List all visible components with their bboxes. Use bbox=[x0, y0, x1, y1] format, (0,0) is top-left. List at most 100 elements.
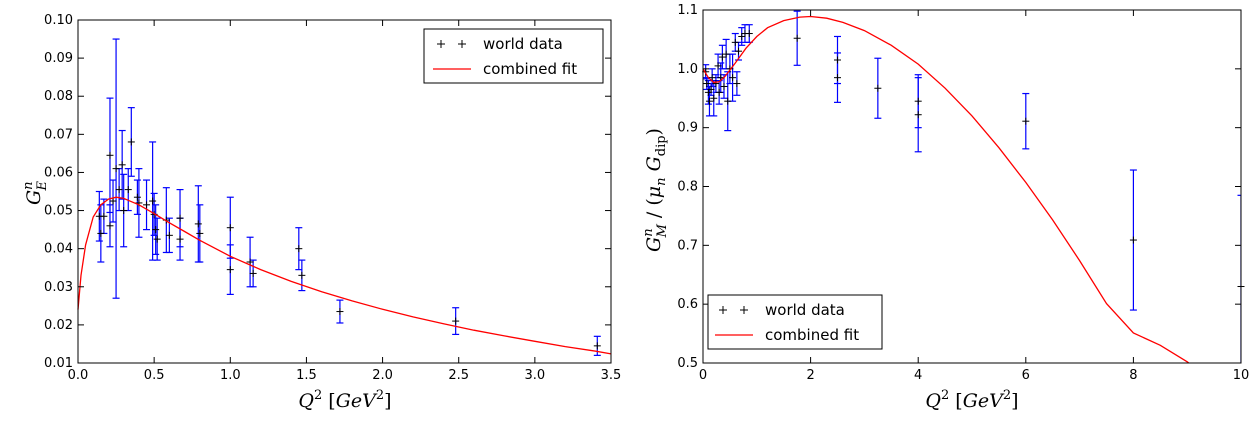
svg-text:GnE: GnE bbox=[21, 180, 50, 205]
l-data-point bbox=[194, 220, 202, 228]
l-xtick-label: 1.0 bbox=[220, 368, 241, 383]
r-data-point bbox=[707, 85, 715, 93]
right-x-axis-label: Q2 [GeV2] bbox=[925, 388, 1018, 412]
l-ytick-label: 0.03 bbox=[44, 280, 73, 295]
r-xtick-label: 2 bbox=[806, 368, 814, 383]
l-xtick-label: 2.5 bbox=[448, 368, 469, 383]
left-legend-box bbox=[423, 28, 604, 84]
r-data-point bbox=[793, 34, 801, 42]
left-fit-line bbox=[77, 196, 612, 355]
left-legend-label-fit: combined fit bbox=[483, 60, 577, 78]
r-data-point bbox=[722, 50, 730, 58]
l-data-point bbox=[152, 226, 160, 234]
r-errorbar bbox=[1237, 194, 1241, 363]
r-xtick-label: 8 bbox=[1129, 368, 1137, 383]
r-xtick-label: 0 bbox=[699, 368, 707, 383]
r-ytick-label: 0.8 bbox=[677, 180, 698, 195]
right-legend-box bbox=[707, 294, 883, 350]
l-ytick-label: 0.04 bbox=[44, 242, 73, 257]
l-data-point bbox=[143, 201, 151, 209]
left-plot-frame bbox=[77, 19, 612, 364]
left-data-markers bbox=[95, 138, 601, 350]
l-data-point bbox=[109, 197, 117, 205]
r-data-point bbox=[914, 111, 922, 119]
l-data-point bbox=[452, 317, 460, 325]
right-legend-label-data: world data bbox=[765, 301, 845, 319]
l-xtick-label: 3.0 bbox=[525, 368, 546, 383]
left-legend-label-data: world data bbox=[483, 35, 563, 53]
l-data-point bbox=[249, 269, 257, 277]
r-data-point bbox=[1022, 117, 1030, 125]
r-ytick-label: 0.9 bbox=[677, 121, 698, 136]
l-data-point bbox=[196, 229, 204, 237]
l-data-point bbox=[165, 231, 173, 239]
r-data-point bbox=[733, 80, 741, 88]
r-data-point bbox=[708, 74, 716, 82]
r-xtick-label: 10 bbox=[1233, 368, 1250, 383]
l-xtick-label: 0.0 bbox=[68, 368, 89, 383]
l-data-point bbox=[226, 224, 234, 232]
l-data-point bbox=[226, 266, 234, 274]
r-data-point bbox=[715, 88, 723, 96]
l-ytick-label: 0.02 bbox=[44, 318, 73, 333]
r-ytick-label: 0.7 bbox=[677, 238, 698, 253]
r-data-point bbox=[703, 80, 711, 88]
l-ytick-label: 0.06 bbox=[44, 165, 73, 180]
right-fit-line bbox=[703, 15, 1190, 363]
l-data-point bbox=[118, 161, 126, 169]
l-data-point bbox=[176, 214, 184, 222]
l-data-point bbox=[295, 245, 303, 253]
r-data-point bbox=[729, 74, 737, 82]
left-legend: world data combined fit bbox=[423, 28, 604, 84]
r-data-point bbox=[726, 65, 734, 73]
r-data-point bbox=[712, 80, 720, 88]
r-data-point bbox=[731, 38, 739, 46]
right-data-markers bbox=[702, 30, 1245, 291]
r-ytick-label: 1.0 bbox=[677, 62, 698, 77]
r-data-point bbox=[705, 97, 713, 105]
l-xtick-label: 0.5 bbox=[144, 368, 165, 383]
l-data-point bbox=[176, 235, 184, 243]
l-data-point bbox=[106, 151, 114, 159]
l-data-point bbox=[127, 138, 135, 146]
right-legend: world data combined fit bbox=[707, 294, 883, 350]
l-data-point bbox=[97, 229, 105, 237]
left-chart: 0.0 0.5 1.0 1.5 2.0 2.5 3.0 3.5 0.01 0.02 0.03 0.04… bbox=[21, 13, 621, 412]
l-data-point bbox=[298, 271, 306, 279]
r-ytick-label: 1.1 bbox=[677, 3, 698, 18]
r-ytick-label: 0.6 bbox=[677, 297, 698, 312]
left-x-axis-label: Q2 [GeV2] bbox=[298, 388, 391, 412]
l-data-point bbox=[149, 197, 157, 205]
left-legend-marker-icon bbox=[437, 40, 466, 48]
l-data-point bbox=[124, 186, 132, 194]
r-data-point bbox=[738, 32, 746, 40]
r-data-point bbox=[1129, 236, 1137, 244]
l-ytick-label: 0.10 bbox=[44, 13, 73, 28]
r-data-point bbox=[710, 94, 718, 102]
r-data-point bbox=[874, 84, 882, 92]
r-data-point bbox=[914, 97, 922, 105]
l-data-point bbox=[115, 186, 123, 194]
l-data-point bbox=[120, 207, 128, 215]
l-ytick-label: 0.05 bbox=[44, 204, 73, 219]
l-data-point bbox=[112, 165, 120, 173]
r-xtick-label: 6 bbox=[1022, 368, 1030, 383]
r-ytick-label: 0.5 bbox=[677, 356, 698, 371]
svg-text:GnM / (μn Gdip): GnM / (μn Gdip) bbox=[641, 128, 670, 252]
l-data-point bbox=[153, 235, 161, 243]
r-data-point bbox=[724, 97, 732, 105]
l-ytick-label: 0.08 bbox=[44, 89, 73, 104]
l-xtick-label: 1.5 bbox=[296, 368, 317, 383]
left-errorbars bbox=[95, 38, 601, 356]
left-axis-ticks: 0.0 0.5 1.0 1.5 2.0 2.5 3.0 3.5 0.01 0.02 0.03 0.04… bbox=[44, 13, 621, 383]
l-data-point bbox=[100, 212, 108, 220]
l-ytick-label: 0.09 bbox=[44, 51, 73, 66]
l-data-point bbox=[106, 222, 114, 230]
l-xtick-label: 3.5 bbox=[601, 368, 622, 383]
right-chart: 0 2 4 6 8 10 0.5 0.6 0.7 0.8 0.9 1.0 1.1 GnM / (μn G… bbox=[641, 3, 1249, 412]
r-data-point bbox=[718, 53, 726, 61]
left-y-axis-label: GnE bbox=[21, 180, 50, 205]
r-data-point bbox=[745, 30, 753, 38]
